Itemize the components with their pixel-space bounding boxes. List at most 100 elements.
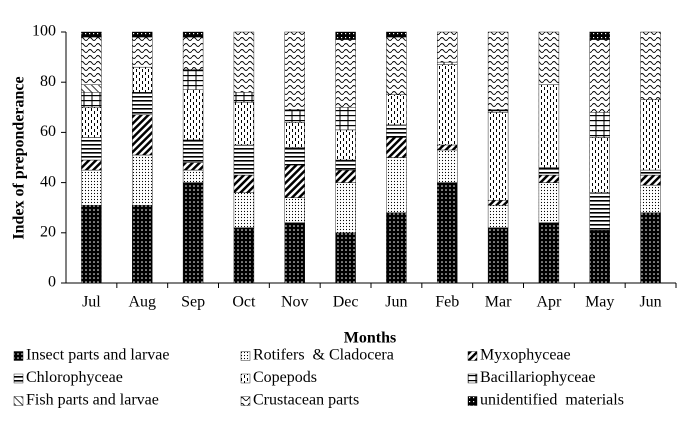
bar-segment bbox=[132, 154, 153, 206]
bar-segment bbox=[335, 182, 356, 234]
bar-segment bbox=[589, 31, 610, 40]
bar-segment bbox=[284, 222, 305, 284]
bar-segment bbox=[81, 137, 102, 161]
legend-swatch bbox=[240, 396, 251, 406]
legend-label: Bacillariophyceae bbox=[480, 369, 596, 386]
bar-segment bbox=[487, 109, 509, 113]
bar-segment bbox=[182, 31, 204, 38]
legend-swatch bbox=[13, 396, 24, 406]
x-tick-label: Nov bbox=[281, 294, 309, 311]
bar-segment bbox=[487, 112, 509, 201]
bar-segment bbox=[335, 232, 356, 284]
bar-segment bbox=[640, 99, 661, 171]
y-tick-label: 40 bbox=[40, 173, 56, 190]
bar-segment bbox=[589, 137, 610, 193]
bar-segment bbox=[437, 149, 458, 183]
bar-segment bbox=[538, 31, 560, 85]
bar-segment bbox=[538, 182, 560, 223]
bar-segment bbox=[233, 174, 255, 193]
bar-segment bbox=[640, 184, 661, 213]
legend-label: Copepods bbox=[253, 369, 317, 386]
bar-segment bbox=[284, 31, 305, 111]
bar-segment bbox=[538, 84, 560, 168]
bar-segment bbox=[386, 94, 407, 126]
legend-label: Insect parts and larvae bbox=[26, 347, 169, 364]
bar-segment bbox=[335, 107, 356, 131]
bar-segment bbox=[640, 174, 661, 186]
bar-segment bbox=[538, 167, 560, 176]
bar-segment bbox=[132, 36, 153, 68]
bar-segment bbox=[284, 197, 305, 223]
x-tick-label: Mar bbox=[485, 294, 512, 311]
bar-segment bbox=[487, 199, 509, 206]
bar-segment bbox=[589, 230, 610, 284]
bar-segment bbox=[233, 192, 255, 228]
y-tick-label: 60 bbox=[40, 123, 56, 140]
legend-swatch bbox=[467, 373, 478, 384]
bar-segment bbox=[81, 36, 102, 85]
x-tick-label: Feb bbox=[435, 294, 459, 311]
legend-swatch bbox=[13, 373, 24, 384]
bar-segment bbox=[182, 89, 204, 141]
x-tick-label: May bbox=[585, 294, 614, 311]
legend-label: Rotifers & Cladocera bbox=[253, 347, 394, 364]
bar-segment bbox=[437, 182, 458, 284]
bar-segment bbox=[538, 174, 560, 183]
y-axis-title: Index of preponderance bbox=[11, 76, 28, 239]
bar-segment bbox=[640, 31, 661, 100]
legend-label: Fish parts and larvae bbox=[26, 392, 159, 409]
bar-segment bbox=[233, 92, 255, 103]
bar-segment bbox=[335, 159, 356, 171]
bar-segment bbox=[132, 31, 153, 38]
x-tick-label: Oct bbox=[232, 294, 256, 311]
bar-segment bbox=[487, 31, 509, 111]
legend-swatch bbox=[240, 373, 251, 384]
legend-swatch bbox=[467, 351, 478, 361]
bar-segment bbox=[81, 84, 102, 93]
bar-segment bbox=[335, 31, 356, 40]
x-tick-label: Aug bbox=[128, 294, 156, 311]
bar-segment bbox=[589, 112, 610, 138]
legend-label: Chlorophyceae bbox=[26, 369, 123, 386]
x-tick-label: Sep bbox=[181, 294, 205, 311]
legend-swatch bbox=[240, 351, 251, 361]
bar-segment bbox=[487, 204, 509, 228]
bar-segment bbox=[437, 144, 458, 151]
bar-segment bbox=[233, 227, 255, 284]
x-axis-title: Months bbox=[344, 330, 396, 347]
legend-swatch bbox=[13, 351, 24, 361]
bar-segment bbox=[487, 227, 509, 284]
bar-segment bbox=[386, 31, 407, 38]
x-tick-label: Jul bbox=[82, 294, 101, 311]
legend-label: Myxophyceae bbox=[480, 347, 571, 364]
bar-segment bbox=[182, 182, 204, 284]
bar-segment bbox=[386, 124, 407, 138]
bar-segment bbox=[81, 169, 102, 206]
bar-segment bbox=[386, 36, 407, 95]
bar-segment bbox=[335, 39, 356, 108]
bar-segment bbox=[437, 64, 458, 146]
y-tick-label: 0 bbox=[48, 274, 56, 291]
bar-segment bbox=[182, 69, 204, 90]
bar-segment bbox=[386, 137, 407, 158]
bar-segment bbox=[233, 144, 255, 176]
bar-segment bbox=[233, 102, 255, 146]
bar-segment bbox=[437, 61, 458, 65]
bar-segment bbox=[132, 66, 153, 93]
bar-segment bbox=[81, 92, 102, 108]
bar-segment bbox=[182, 169, 204, 183]
bar-segment bbox=[182, 36, 204, 70]
bar-segment bbox=[284, 109, 305, 123]
bar-segment bbox=[640, 212, 661, 284]
legend-swatch bbox=[467, 396, 478, 406]
bar-segment bbox=[182, 162, 204, 171]
bar-segment bbox=[284, 122, 305, 148]
bar-segment bbox=[81, 204, 102, 284]
bar-segment bbox=[81, 107, 102, 138]
bar-segment bbox=[335, 169, 356, 183]
bar-segment bbox=[335, 129, 356, 161]
bar-segment bbox=[386, 212, 407, 284]
y-tick-label: 20 bbox=[40, 223, 56, 240]
bar-segment bbox=[284, 164, 305, 198]
x-tick-label: Apr bbox=[536, 294, 562, 311]
